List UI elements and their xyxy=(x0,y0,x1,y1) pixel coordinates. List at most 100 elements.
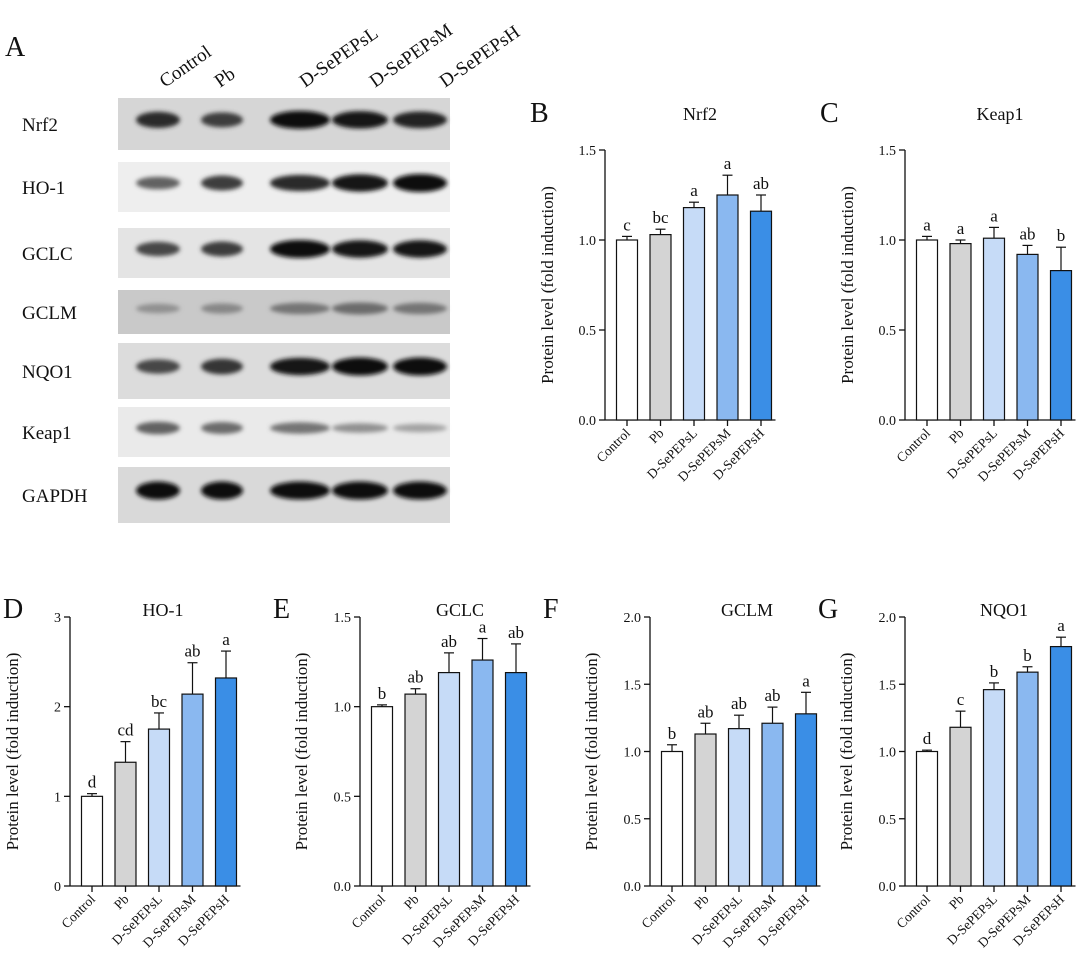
bar xyxy=(504,671,528,887)
bar xyxy=(214,677,238,887)
significance-letter: ab xyxy=(407,668,423,687)
chart-title: GCLM xyxy=(721,600,773,620)
x-tick-label: Control xyxy=(893,891,933,931)
blot-band xyxy=(332,240,388,258)
panel-letter: B xyxy=(530,98,549,129)
y-tick-label: 0.0 xyxy=(334,880,352,895)
bar xyxy=(1049,645,1073,887)
significance-letter: ab xyxy=(753,174,769,193)
significance-letter: ab xyxy=(508,623,524,642)
bar xyxy=(181,693,204,887)
chart-gclc: E GCLC Protein level (fold induction) 0.0 0.… xyxy=(273,594,531,950)
significance-letter: a xyxy=(923,215,931,234)
significance-letter: b xyxy=(1057,226,1066,245)
panel-letter: G xyxy=(818,594,838,625)
blot-band xyxy=(136,421,180,435)
bar xyxy=(761,722,784,887)
y-tick-label: 1.5 xyxy=(334,611,352,626)
x-tick-label: Control xyxy=(58,891,98,931)
y-tick-label: 2 xyxy=(54,701,61,716)
chart-title: Keap1 xyxy=(977,104,1024,124)
bar xyxy=(1016,671,1039,887)
bar xyxy=(749,210,773,421)
significance-letter: a xyxy=(690,181,698,200)
blot-band xyxy=(136,176,180,190)
blot-band xyxy=(332,302,388,315)
bar xyxy=(660,750,684,887)
y-tick-label: 0.5 xyxy=(624,813,642,828)
significance-letter: bc xyxy=(151,692,168,711)
bar xyxy=(682,207,706,421)
panel-letter: C xyxy=(820,98,839,129)
blot-band xyxy=(201,358,243,375)
significance-letter: a xyxy=(1057,616,1065,635)
blot-band xyxy=(393,357,447,376)
blot-band xyxy=(393,423,447,433)
y-tick-label: 3 xyxy=(54,611,61,626)
significance-letter: ab xyxy=(184,642,200,661)
significance-letter: a xyxy=(479,618,487,637)
blot-band xyxy=(393,111,447,129)
y-tick-label: 0 xyxy=(54,880,61,895)
protein-label: Keap1 xyxy=(22,423,72,444)
bar xyxy=(649,234,672,421)
blot-band xyxy=(270,357,330,376)
blot-band xyxy=(201,241,243,257)
significance-letter: ab xyxy=(697,702,713,721)
y-tick-label: 0.5 xyxy=(334,790,352,805)
bar xyxy=(949,243,972,421)
blot-band xyxy=(201,422,243,434)
chart-title: Nrf2 xyxy=(683,104,717,124)
chart-nqo1: G NQO1 Protein level (fold induction) 0.0 0.… xyxy=(818,594,1076,950)
significance-letter: a xyxy=(222,630,230,649)
bar xyxy=(982,237,1006,421)
blot-band xyxy=(270,240,330,258)
blot-band xyxy=(332,357,388,376)
bar xyxy=(694,733,717,887)
panel-letter-a: A xyxy=(5,32,26,63)
y-tick-label: 1.5 xyxy=(579,144,597,159)
y-tick-label: 1.0 xyxy=(624,746,642,761)
significance-letter: b xyxy=(1023,646,1032,665)
significance-letter: ab xyxy=(441,632,457,651)
x-tick-label: Pb xyxy=(946,425,967,446)
bar xyxy=(915,750,939,887)
lane-label: D-SePEPsL xyxy=(296,23,382,92)
y-tick-label: 1.0 xyxy=(334,701,352,716)
lane-label: Pb xyxy=(211,63,239,92)
blot-band xyxy=(201,303,243,314)
y-tick-label: 1.0 xyxy=(879,234,897,249)
y-tick-label: 2.0 xyxy=(879,611,897,626)
x-tick-label: Pb xyxy=(946,891,967,912)
y-tick-label: 0.0 xyxy=(624,880,642,895)
y-tick-label: 0.5 xyxy=(879,813,897,828)
blot-band xyxy=(393,302,447,315)
y-axis-label: Protein level (fold induction) xyxy=(3,653,22,851)
blot-band xyxy=(393,240,447,258)
significance-letter: b xyxy=(668,724,677,743)
bar xyxy=(716,194,739,421)
chart-title: GCLC xyxy=(436,600,484,620)
significance-letter: c xyxy=(957,690,965,709)
y-axis-label: Protein level (fold induction) xyxy=(582,653,601,851)
significance-letter: b xyxy=(378,684,387,703)
x-tick-label: Control xyxy=(593,425,633,465)
x-tick-label: Control xyxy=(893,425,933,465)
y-axis-label: Protein level (fold induction) xyxy=(538,186,557,384)
chart-title: HO-1 xyxy=(143,600,184,620)
significance-letter: a xyxy=(957,219,965,238)
protein-label: GCLM xyxy=(22,303,77,324)
significance-letter: b xyxy=(990,662,999,681)
significance-letter: cd xyxy=(117,721,134,740)
protein-label: Nrf2 xyxy=(22,115,58,136)
bar xyxy=(727,728,751,887)
bar xyxy=(794,713,818,887)
blot-band xyxy=(270,422,330,434)
significance-letter: ab xyxy=(764,686,780,705)
bar xyxy=(1049,270,1073,421)
blot-band xyxy=(201,481,243,500)
bar xyxy=(982,689,1006,887)
blot-band xyxy=(332,111,388,129)
y-tick-label: 0.0 xyxy=(579,414,597,429)
